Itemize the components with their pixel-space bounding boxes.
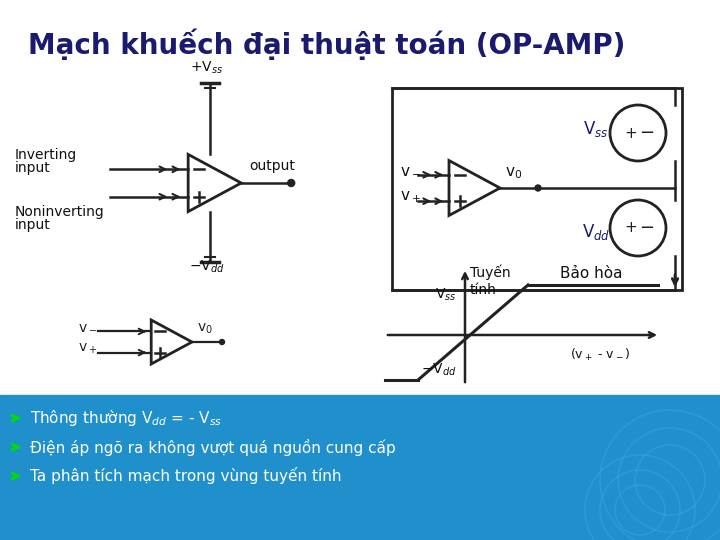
Circle shape bbox=[535, 185, 541, 191]
Text: Inverting: Inverting bbox=[15, 148, 77, 162]
Circle shape bbox=[288, 179, 294, 186]
Text: V$_{ss}$: V$_{ss}$ bbox=[583, 119, 608, 139]
Text: Điện áp ngõ ra không vượt quá nguồn cung cấp: Điện áp ngõ ra không vượt quá nguồn cung… bbox=[30, 438, 396, 456]
Circle shape bbox=[220, 340, 225, 345]
Text: $-$V$_{dd}$: $-$V$_{dd}$ bbox=[421, 362, 457, 378]
Bar bbox=[0, 395, 720, 540]
Text: Bảo hòa: Bảo hòa bbox=[560, 266, 623, 281]
Text: −: − bbox=[639, 219, 654, 237]
Text: (v$_+$ - v$_-$): (v$_+$ - v$_-$) bbox=[570, 347, 630, 363]
Text: v$_+$: v$_+$ bbox=[78, 342, 97, 356]
Text: V$_{ss}$: V$_{ss}$ bbox=[436, 287, 457, 303]
Text: v$_0$: v$_0$ bbox=[197, 322, 213, 336]
Text: Noninverting: Noninverting bbox=[15, 205, 104, 219]
Text: v$_+$: v$_+$ bbox=[400, 189, 421, 205]
Text: v$_-$: v$_-$ bbox=[400, 162, 421, 177]
Bar bbox=[0, 0, 720, 395]
Text: input: input bbox=[15, 218, 50, 232]
Text: V$_{dd}$: V$_{dd}$ bbox=[582, 222, 610, 242]
Text: +: + bbox=[625, 220, 637, 235]
Bar bbox=[392, 88, 682, 290]
Text: Thông thường V$_{dd}$ = - V$_{ss}$: Thông thường V$_{dd}$ = - V$_{ss}$ bbox=[30, 408, 222, 428]
Text: Ta phân tích mạch trong vùng tuyến tính: Ta phân tích mạch trong vùng tuyến tính bbox=[30, 468, 341, 484]
Text: input: input bbox=[15, 161, 50, 175]
Text: $-$V$_{dd}$: $-$V$_{dd}$ bbox=[189, 259, 225, 275]
Text: Ký hiệu: Ký hiệu bbox=[99, 363, 161, 382]
Text: Bảo hòa: Bảo hòa bbox=[301, 364, 369, 382]
Text: −: − bbox=[639, 124, 654, 142]
Text: output: output bbox=[249, 159, 295, 173]
Text: Tuyến
tính: Tuyến tính bbox=[470, 265, 510, 296]
Text: v$_0$: v$_0$ bbox=[505, 165, 522, 181]
Text: +V$_{ss}$: +V$_{ss}$ bbox=[190, 60, 224, 76]
Text: Mạch khuếch đại thuật toán (OP-AMP): Mạch khuếch đại thuật toán (OP-AMP) bbox=[28, 28, 626, 59]
Text: v$_-$: v$_-$ bbox=[78, 320, 97, 333]
Text: +: + bbox=[625, 125, 637, 140]
